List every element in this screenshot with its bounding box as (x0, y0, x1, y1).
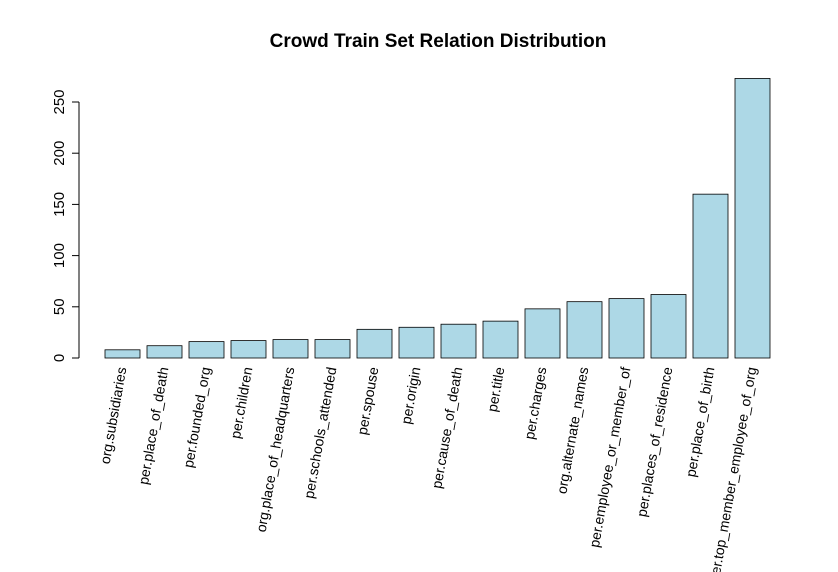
bar-per.founded_org (188, 341, 225, 359)
y-tick-label-0: 0 (51, 354, 68, 362)
y-tick-label-150: 150 (51, 192, 68, 217)
category-label-org.alternate_names: org.alternate_names (553, 366, 591, 495)
y-tick-label-100: 100 (51, 243, 68, 268)
category-label-per.places_of_residence: per.places_of_residence (633, 366, 675, 518)
category-label-per.top_member_employee_of_org: per.top_member_employee_of_org (706, 366, 760, 572)
bar-org.subsidiaries (104, 349, 141, 359)
y-tick-label-50: 50 (51, 298, 68, 315)
bar-per.cause_of_death (440, 323, 477, 359)
category-label-per.place_of_birth: per.place_of_birth (682, 366, 717, 478)
category-label-per.founded_org: per.founded_org (180, 366, 213, 469)
category-label-per.title: per.title (484, 366, 508, 413)
category-label-per.spouse: per.spouse (354, 366, 382, 436)
bar-per.schools_attended (314, 339, 351, 359)
category-label-per.cause_of_death: per.cause_of_death (428, 366, 465, 490)
category-label-per.schools_attended: per.schools_attended (301, 366, 340, 500)
chart-title: Crowd Train Set Relation Distribution (270, 31, 607, 52)
bar-per.top_member_employee_of_org (734, 78, 771, 359)
bar-per.place_of_death (146, 345, 183, 359)
bar-per.places_of_residence (650, 294, 687, 359)
bar-per.origin (398, 326, 435, 359)
bar-per.spouse (356, 328, 393, 359)
category-label-per.charges: per.charges (521, 366, 549, 441)
category-label-org.place_of_headquarters: org.place_of_headquarters (253, 366, 298, 534)
bars (104, 78, 771, 359)
bar-per.place_of_birth (692, 193, 729, 359)
category-label-per.origin: per.origin (398, 366, 424, 425)
bar-per.children (230, 340, 267, 359)
y-tick-label-200: 200 (51, 141, 68, 166)
bar-per.charges (524, 308, 561, 359)
category-label-per.place_of_death: per.place_of_death (135, 366, 171, 486)
category-label-per.employee_or_member_of: per.employee_or_member_of (586, 366, 634, 549)
bar-per.title (482, 320, 519, 359)
category-label-per.children: per.children (227, 366, 255, 440)
y-tick-label-250: 250 (51, 89, 68, 114)
y-axis: 0 50 100 150 200 250 (51, 89, 80, 362)
category-label-org.subsidiaries: org.subsidiaries (97, 366, 130, 465)
bar-per.employee_or_member_of (608, 298, 645, 359)
x-axis-labels: org.subsidiaries per.place_of_death per.fo… (97, 366, 760, 572)
bar-org.alternate_names (566, 301, 603, 359)
bar-org.place_of_headquarters (272, 339, 309, 359)
